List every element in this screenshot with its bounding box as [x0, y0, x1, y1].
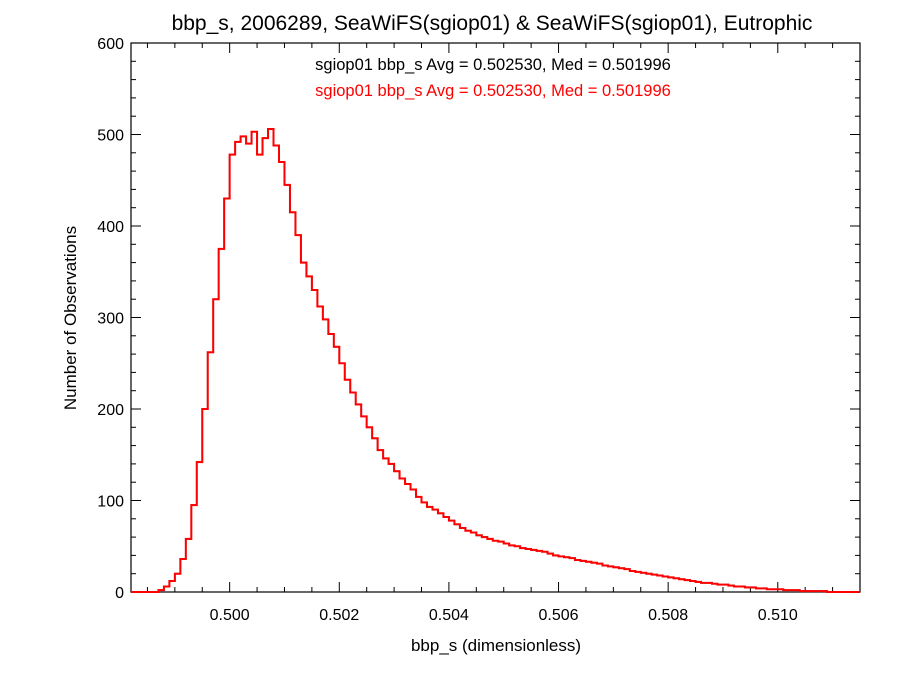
chart-title: bbp_s, 2006289, SeaWiFS(sgiop01) & SeaWi… — [172, 12, 813, 35]
stats-annotation-red: sgiop01 bbp_s Avg = 0.502530, Med = 0.50… — [315, 82, 671, 100]
y-tick-label: 400 — [97, 219, 124, 236]
y-tick-label: 0 — [115, 585, 124, 602]
stats-annotation-black: sgiop01 bbp_s Avg = 0.502530, Med = 0.50… — [315, 56, 671, 74]
histogram-series-red — [131, 128, 860, 593]
x-tick-label: 0.510 — [758, 607, 798, 624]
x-tick-label: 0.508 — [648, 607, 688, 624]
x-tick-label: 0.506 — [539, 607, 579, 624]
x-tick-label: 0.502 — [319, 607, 359, 624]
y-tick-label: 100 — [97, 494, 124, 511]
y-tick-label: 300 — [97, 311, 124, 328]
histogram-series-black — [131, 128, 860, 593]
plot-frame — [130, 42, 861, 593]
x-tick-label: 0.500 — [210, 607, 250, 624]
y-axis-label: Number of Observations — [61, 226, 80, 410]
y-axis-ticks: 0 100 200 300 400 500 600 — [97, 36, 860, 602]
y-tick-label: 600 — [97, 36, 124, 53]
y-tick-label: 200 — [97, 402, 124, 419]
x-axis-label: bbp_s (dimensionless) — [411, 636, 581, 655]
x-axis-ticks: 0.500 0.502 0.504 0.506 0.508 0.510 — [146, 43, 861, 624]
y-tick-label: 500 — [97, 128, 124, 145]
x-tick-label: 0.504 — [429, 607, 469, 624]
